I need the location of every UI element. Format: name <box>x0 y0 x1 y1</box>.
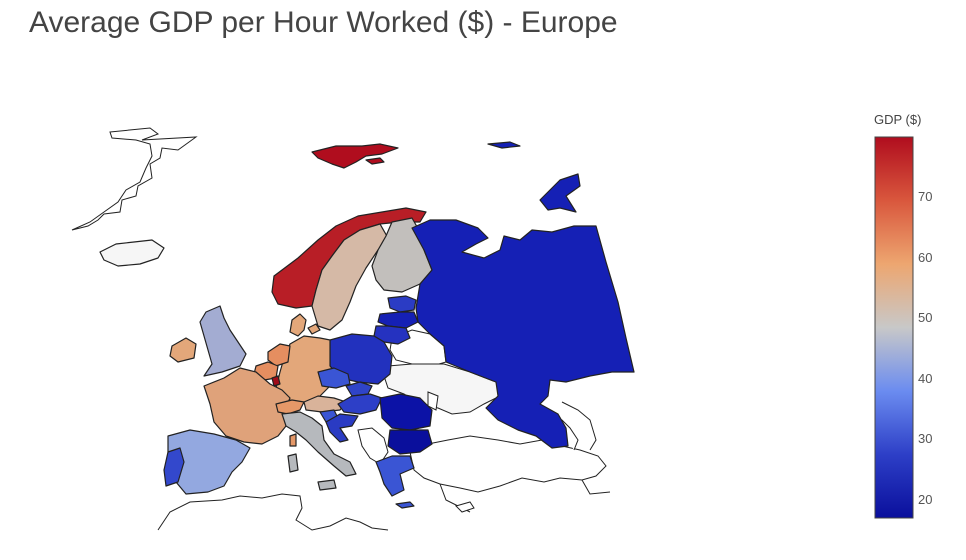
country-svalbard <box>311 143 399 169</box>
country-russia <box>411 219 635 449</box>
country-ireland <box>169 337 197 363</box>
country-sicily <box>317 479 337 491</box>
country-bulgaria <box>387 429 433 455</box>
country-portugal <box>163 447 185 487</box>
colorbar-tick-label: 50 <box>918 310 933 326</box>
region-balkans-nodata <box>357 427 389 465</box>
country-switzerland <box>275 399 305 415</box>
country-novaya-zemlya <box>539 173 581 213</box>
country-iceland <box>99 239 165 267</box>
region-north-africa <box>157 493 389 531</box>
country-latvia <box>377 311 419 329</box>
country-uk <box>199 305 247 377</box>
country-greece <box>375 455 415 497</box>
region-ukraine <box>383 363 501 415</box>
colorbar-tick-label: 70 <box>918 189 933 205</box>
country-estonia <box>387 295 417 313</box>
region-cyprus <box>455 501 475 513</box>
country-netherlands <box>267 343 291 367</box>
region-moldova <box>427 391 439 411</box>
country-luxembourg <box>271 375 281 387</box>
region-greenland <box>71 127 198 231</box>
colorbar <box>874 136 914 519</box>
colorbar-gradient <box>874 136 914 519</box>
country-slovakia <box>345 381 373 397</box>
country-czechia <box>317 367 351 389</box>
country-crete <box>395 501 415 509</box>
colorbar-tick-label: 30 <box>918 431 933 447</box>
country-denmark-island <box>307 323 321 335</box>
chart-title: Average GDP per Hour Worked ($) - Europe <box>29 6 618 39</box>
country-hungary <box>337 393 383 415</box>
country-italy <box>281 411 357 477</box>
country-croatia <box>325 413 359 443</box>
country-corsica <box>289 433 297 447</box>
colorbar-tick-label: 40 <box>918 370 933 386</box>
colorbar-tick-label: 60 <box>918 249 933 265</box>
country-romania <box>379 393 433 431</box>
country-sardinia <box>287 453 299 473</box>
colorbar-tick-label: 20 <box>918 491 933 507</box>
colorbar-title: GDP ($) <box>874 112 922 127</box>
country-denmark <box>289 313 307 337</box>
country-svalbard-island <box>365 157 385 165</box>
region-turkey <box>409 435 607 493</box>
country-franz-josef <box>487 141 521 149</box>
country-sweden <box>311 223 389 331</box>
